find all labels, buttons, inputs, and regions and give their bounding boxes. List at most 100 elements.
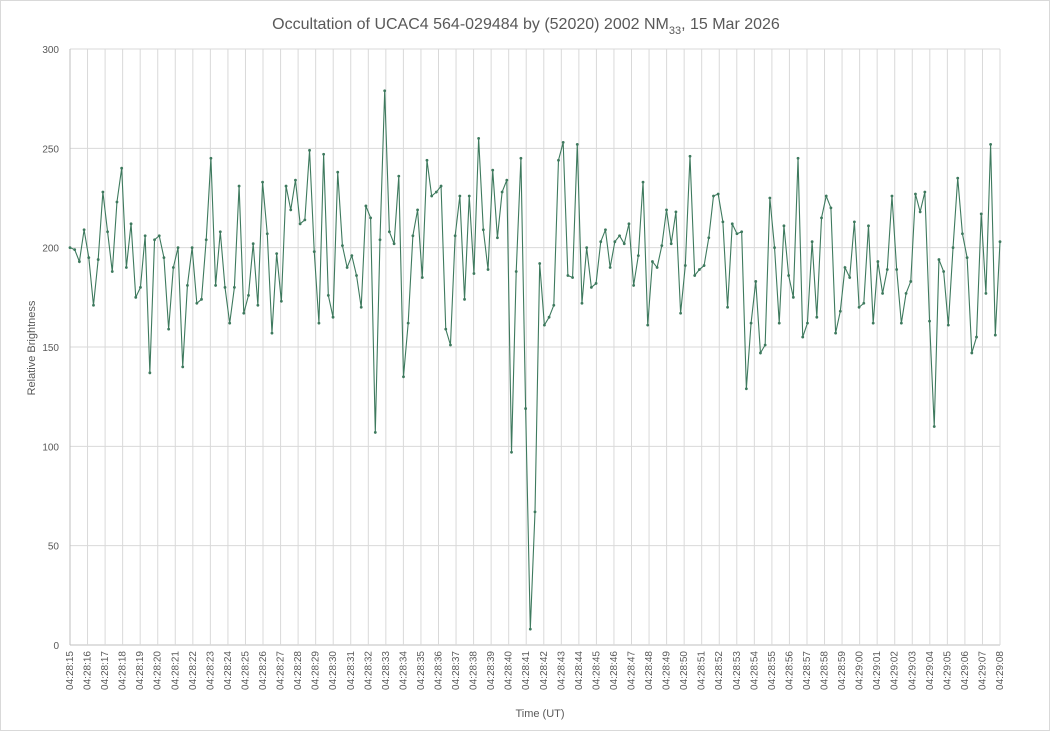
data-point	[838, 309, 842, 313]
x-tick-label: 04:28:39	[486, 651, 497, 690]
data-point	[148, 371, 152, 375]
data-point	[871, 321, 875, 325]
x-tick-label: 04:29:08	[995, 651, 1006, 690]
data-point	[754, 280, 758, 283]
data-point	[115, 200, 119, 204]
data-point	[420, 276, 424, 279]
data-point	[759, 351, 762, 355]
data-point	[397, 174, 401, 178]
data-point	[228, 321, 232, 325]
data-point	[787, 274, 791, 277]
data-point	[157, 234, 161, 238]
data-point	[336, 170, 340, 174]
data-point	[589, 286, 593, 289]
data-point	[679, 311, 683, 315]
data-point	[585, 246, 589, 250]
x-tick-label: 04:28:32	[363, 651, 374, 690]
data-point	[477, 137, 481, 140]
x-tick-label: 04:28:37	[451, 651, 462, 690]
data-point	[298, 222, 302, 226]
x-tick-label: 04:29:03	[907, 651, 918, 690]
data-point	[218, 230, 222, 234]
data-point	[251, 242, 255, 246]
x-tick-label: 04:28:51	[697, 651, 708, 690]
x-tick-label: 04:28:42	[539, 651, 550, 690]
data-point	[481, 228, 485, 232]
data-point	[317, 321, 321, 325]
series-line	[69, 90, 1001, 630]
data-point	[618, 234, 621, 238]
data-point	[322, 152, 326, 156]
data-point	[326, 293, 330, 297]
data-point	[533, 510, 537, 514]
data-point	[134, 295, 138, 299]
data-point	[120, 166, 124, 170]
data-point	[646, 323, 650, 327]
data-point	[92, 303, 95, 307]
x-tick-label: 04:28:36	[433, 651, 444, 690]
data-point	[796, 156, 800, 160]
data-point	[167, 327, 171, 331]
y-axis-ticks: 0 50 100 150 200 250 300	[42, 45, 59, 652]
data-point	[702, 264, 706, 267]
data-point	[918, 210, 922, 214]
x-tick-label: 04:28:48	[644, 651, 655, 690]
data-point	[669, 242, 673, 246]
x-tick-label: 04:28:45	[591, 651, 602, 690]
data-point	[430, 194, 434, 198]
data-point	[942, 270, 946, 273]
data-point	[524, 407, 528, 410]
data-point	[557, 158, 560, 162]
x-tick-label: 04:28:46	[609, 651, 620, 690]
data-point	[308, 148, 311, 152]
data-point	[688, 154, 692, 158]
data-point	[890, 194, 894, 198]
data-point	[68, 246, 72, 250]
data-point	[369, 216, 373, 220]
y-tick-label: 200	[42, 244, 59, 255]
data-point	[73, 248, 77, 252]
data-point	[387, 230, 391, 234]
data-point	[735, 232, 739, 236]
data-point	[214, 284, 218, 287]
data-point	[279, 299, 283, 303]
data-point	[463, 297, 466, 301]
data-point	[575, 142, 579, 146]
data-point	[961, 232, 964, 236]
data-point	[862, 301, 866, 305]
data-point	[571, 276, 574, 279]
data-point	[998, 240, 1002, 244]
data-point	[162, 256, 166, 259]
data-point	[876, 260, 880, 263]
x-tick-label: 04:28:58	[820, 651, 831, 690]
data-point	[341, 244, 344, 248]
x-tick-label: 04:28:47	[627, 651, 638, 690]
data-point	[716, 192, 720, 196]
data-point	[350, 254, 354, 258]
data-point	[204, 238, 208, 242]
data-point	[359, 305, 363, 309]
data-point	[970, 351, 974, 355]
data-point	[256, 303, 260, 307]
data-point	[312, 250, 316, 254]
data-point	[636, 254, 640, 258]
x-tick-label: 04:28:27	[276, 651, 287, 690]
x-tick-label: 04:28:43	[556, 651, 567, 690]
x-tick-label: 04:28:21	[170, 651, 181, 690]
data-point	[200, 297, 203, 301]
data-point	[651, 260, 654, 263]
data-point	[265, 232, 269, 236]
data-point	[697, 268, 701, 271]
data-point	[608, 266, 612, 269]
data-point	[599, 240, 603, 244]
data-point	[519, 156, 523, 160]
data-point	[984, 291, 988, 295]
data-point	[77, 260, 81, 263]
x-tick-label: 04:28:22	[188, 651, 199, 690]
data-point	[124, 266, 128, 269]
x-tick-label: 04:28:23	[205, 651, 216, 690]
data-point	[303, 218, 307, 222]
data-point	[552, 303, 556, 307]
data-point	[993, 333, 997, 337]
data-point	[660, 244, 664, 248]
